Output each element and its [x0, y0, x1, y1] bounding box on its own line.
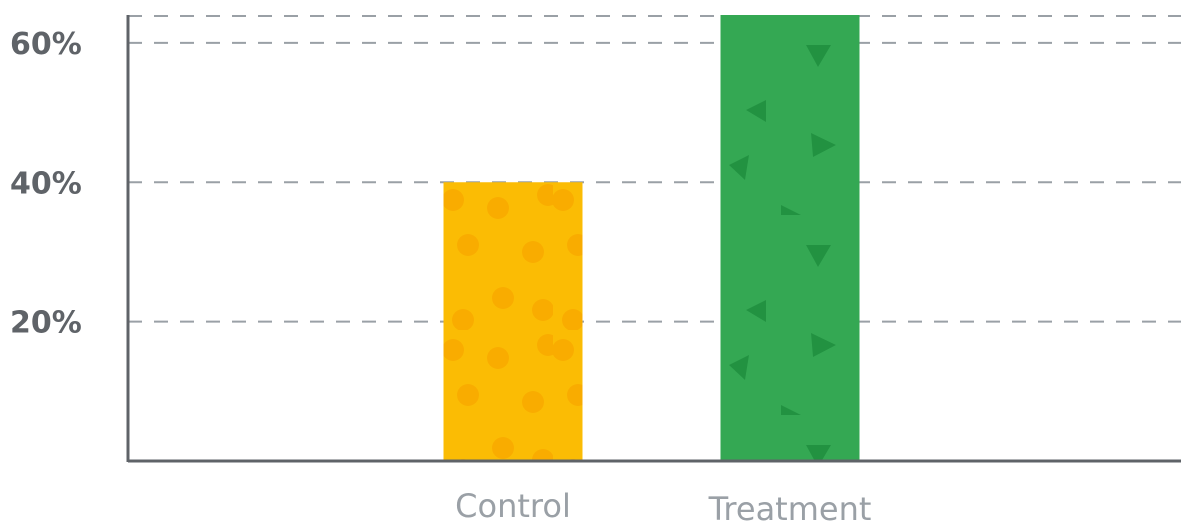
x-label-treatment: Treatment: [708, 490, 872, 525]
y-tick-label-20: 20%: [10, 306, 82, 341]
x-axis-labels: Control Treatment: [455, 487, 871, 525]
y-axis-ticks: 20% 40% 60%: [10, 27, 82, 341]
y-tick-label-40: 40%: [10, 166, 82, 201]
gridlines: [128, 15, 1181, 323]
x-label-control: Control: [455, 487, 571, 525]
bar-pattern-treatment: [720, 15, 860, 461]
axes: [126, 15, 1181, 463]
bar-pattern-control: [443, 182, 583, 461]
y-tick-label-60: 60%: [10, 27, 82, 62]
bars: [443, 15, 860, 461]
